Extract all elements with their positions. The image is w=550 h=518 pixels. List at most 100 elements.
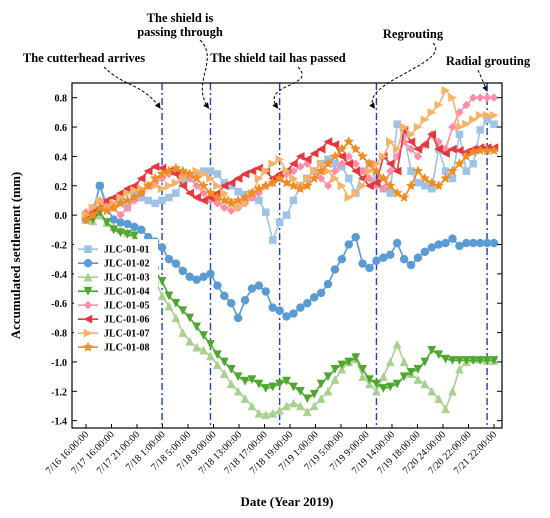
legend-item: JLC-01-03 xyxy=(78,272,150,284)
data-point xyxy=(206,351,215,361)
data-point xyxy=(475,93,485,103)
data-point xyxy=(316,379,326,389)
legend-marker xyxy=(83,272,93,282)
data-point xyxy=(469,159,478,168)
data-point xyxy=(163,165,175,176)
data-point xyxy=(440,172,451,183)
data-point xyxy=(308,172,320,183)
data-point xyxy=(365,263,374,273)
data-point xyxy=(344,159,354,169)
data-point xyxy=(330,265,340,274)
data-point xyxy=(116,228,125,238)
data-point xyxy=(240,296,250,305)
data-point xyxy=(185,336,195,346)
data-point xyxy=(322,158,334,169)
data-point xyxy=(142,180,154,191)
data-point xyxy=(233,372,243,382)
data-point xyxy=(261,410,271,420)
data-point xyxy=(220,291,229,301)
data-point xyxy=(192,322,202,332)
data-point xyxy=(371,178,381,188)
data-point xyxy=(476,126,484,134)
data-point xyxy=(489,238,499,248)
data-point xyxy=(447,144,457,154)
data-point xyxy=(289,309,298,318)
data-point xyxy=(414,179,422,187)
data-point xyxy=(344,240,354,249)
data-point xyxy=(261,166,271,176)
data-point xyxy=(441,354,450,364)
data-point xyxy=(301,180,313,191)
data-point xyxy=(219,369,229,378)
data-point xyxy=(441,85,451,95)
legend-label: JLC-01-07 xyxy=(104,329,150,340)
data-point xyxy=(233,174,243,183)
data-point xyxy=(460,150,472,161)
data-point xyxy=(330,174,340,183)
data-point xyxy=(413,152,423,161)
data-point xyxy=(351,188,361,198)
legend-marker xyxy=(83,300,93,310)
data-point xyxy=(377,172,389,183)
data-point xyxy=(316,394,326,403)
data-point xyxy=(226,298,236,308)
data-point xyxy=(116,210,125,220)
legend-item: JLC-01-08 xyxy=(78,341,150,354)
data-point xyxy=(448,356,457,366)
data-point xyxy=(455,356,464,366)
data-point xyxy=(219,203,229,213)
data-point xyxy=(185,188,194,198)
data-point xyxy=(405,180,417,191)
data-point xyxy=(212,360,222,370)
series-JLC-01-07 xyxy=(81,85,499,220)
data-point xyxy=(108,202,120,213)
data-point xyxy=(421,182,429,190)
data-point xyxy=(157,184,167,194)
y-tick-label: 0.2 xyxy=(55,182,68,193)
data-point xyxy=(247,375,257,385)
data-point xyxy=(109,225,119,235)
data-point xyxy=(462,167,471,175)
data-point xyxy=(191,172,203,183)
data-point xyxy=(233,313,243,323)
annotations-layer: The cutterhead arrives The shield is passi… xyxy=(23,11,531,109)
data-point xyxy=(488,144,500,156)
data-point xyxy=(427,129,437,139)
data-point xyxy=(275,218,284,227)
data-point xyxy=(156,168,168,179)
data-point xyxy=(379,151,388,161)
data-point xyxy=(420,140,430,150)
data-point xyxy=(178,174,188,183)
data-point xyxy=(454,158,465,169)
data-point xyxy=(420,379,430,389)
data-point xyxy=(172,189,180,197)
annotation-label: The shield is passing through xyxy=(137,11,223,39)
data-point xyxy=(240,169,250,179)
legend-item: JLC-01-04 xyxy=(78,287,150,298)
data-point xyxy=(358,181,368,191)
data-point xyxy=(447,165,458,176)
data-point xyxy=(455,108,464,117)
data-point xyxy=(295,183,306,194)
data-point xyxy=(80,213,92,225)
x-axis-ticks: 7/16 16:00:007/17 16:00:007/17 21:00:007… xyxy=(44,424,499,477)
data-point xyxy=(448,386,457,396)
legend-label: JLC-01-04 xyxy=(104,287,150,298)
data-point xyxy=(434,394,444,403)
data-point xyxy=(337,360,347,370)
data-point xyxy=(164,181,174,191)
data-point xyxy=(461,356,471,366)
data-point xyxy=(164,301,174,311)
data-point xyxy=(337,151,347,161)
legend-marker xyxy=(84,245,92,253)
data-point xyxy=(392,166,402,176)
data-point xyxy=(468,93,478,103)
data-point xyxy=(309,149,319,158)
data-point xyxy=(268,159,278,169)
data-point xyxy=(413,122,423,132)
annotation-label: Regrouting xyxy=(383,27,444,41)
data-point xyxy=(441,404,450,414)
data-point xyxy=(225,197,237,208)
data-point xyxy=(336,143,348,154)
data-point xyxy=(379,184,388,194)
